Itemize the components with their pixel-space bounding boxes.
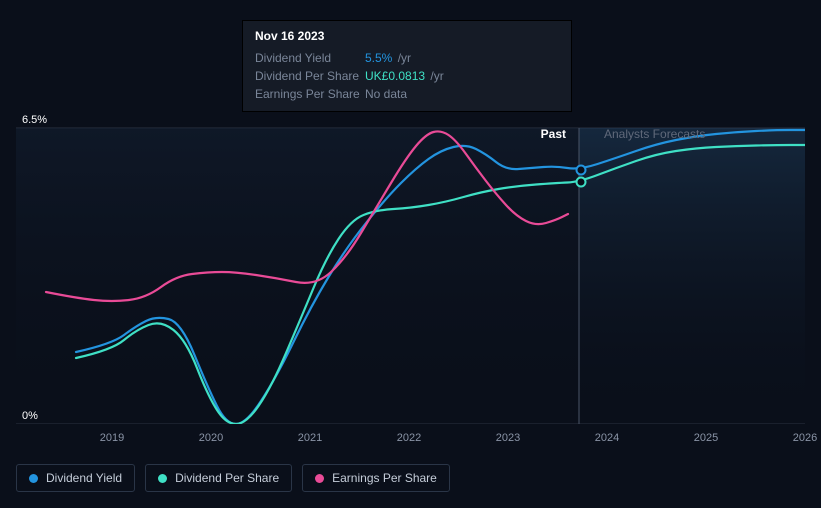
legend-item[interactable]: Dividend Per Share xyxy=(145,464,292,492)
chart-area[interactable]: Past Analysts Forecasts 6.5% 0% xyxy=(16,108,805,424)
x-axis-label: 2019 xyxy=(100,432,124,444)
tooltip-value: 5.5% /yr xyxy=(365,49,411,67)
tooltip-value: No data xyxy=(365,85,407,103)
legend-item[interactable]: Dividend Yield xyxy=(16,464,135,492)
legend-dot-icon xyxy=(29,474,38,483)
x-axis-label: 2021 xyxy=(298,432,322,444)
legend-label: Dividend Yield xyxy=(46,471,122,485)
x-axis-label: 2022 xyxy=(397,432,421,444)
chart-svg: Past Analysts Forecasts xyxy=(16,108,805,424)
tooltip-value: UK£0.0813 /yr xyxy=(365,67,444,85)
x-axis-labels: 20192020202120222023202420252026 xyxy=(16,432,805,448)
tooltip-rows: Dividend Yield5.5% /yrDividend Per Share… xyxy=(255,49,559,103)
legend-label: Earnings Per Share xyxy=(332,471,437,485)
x-axis-label: 2026 xyxy=(793,432,817,444)
legend-item[interactable]: Earnings Per Share xyxy=(302,464,450,492)
tooltip-date: Nov 16 2023 xyxy=(255,29,559,43)
tooltip-label: Dividend Per Share xyxy=(255,67,365,85)
x-axis-label: 2020 xyxy=(199,432,223,444)
tooltip-label: Earnings Per Share xyxy=(255,85,365,103)
legend: Dividend Yield Dividend Per Share Earnings… xyxy=(16,464,450,492)
y-axis-label: 0% xyxy=(22,410,38,422)
tooltip-row: Dividend Per ShareUK£0.0813 /yr xyxy=(255,67,559,85)
period-past-label: Past xyxy=(541,127,566,141)
tooltip-label: Dividend Yield xyxy=(255,49,365,67)
period-forecast-label: Analysts Forecasts xyxy=(604,127,705,141)
x-axis-label: 2023 xyxy=(496,432,520,444)
y-axis-label: 6.5% xyxy=(22,114,47,126)
tooltip-row: Dividend Yield5.5% /yr xyxy=(255,49,559,67)
legend-dot-icon xyxy=(315,474,324,483)
chart-tooltip: Nov 16 2023 Dividend Yield5.5% /yrDivide… xyxy=(242,20,572,112)
x-axis-label: 2024 xyxy=(595,432,619,444)
legend-label: Dividend Per Share xyxy=(175,471,279,485)
x-axis-label: 2025 xyxy=(694,432,718,444)
tooltip-row: Earnings Per ShareNo data xyxy=(255,85,559,103)
legend-dot-icon xyxy=(158,474,167,483)
